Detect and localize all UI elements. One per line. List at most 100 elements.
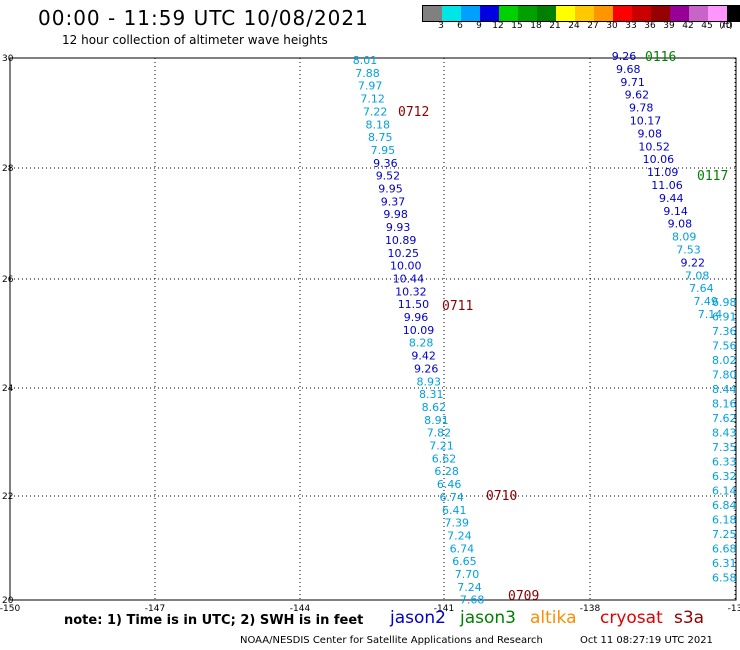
wave-height-value: 7.56 — [712, 340, 737, 353]
wave-height-value: 7.21 — [429, 440, 454, 453]
color-swatch — [575, 6, 594, 21]
wave-height-value: 7.49 — [693, 295, 718, 308]
color-swatch — [537, 6, 556, 21]
wave-height-value: 7.80 — [712, 369, 737, 382]
color-scale-label: 18 — [530, 21, 542, 31]
lon-tick-label: -150 — [0, 604, 20, 614]
color-scale-label: 42 — [682, 21, 694, 31]
wave-height-value: 7.88 — [355, 67, 380, 80]
wave-height-value: 9.98 — [383, 208, 408, 221]
wave-height-value: 9.08 — [668, 218, 693, 231]
wave-height-value: 6.68 — [712, 543, 737, 556]
color-swatch — [461, 6, 480, 21]
wave-height-value: 10.32 — [395, 285, 427, 298]
wave-height-value: 9.36 — [373, 157, 398, 170]
color-swatch — [727, 6, 740, 21]
color-scale-label: 6 — [457, 21, 463, 31]
lat-tick-label: 24 — [2, 384, 14, 394]
wave-height-value: 6.41 — [442, 504, 467, 517]
wave-height-value: 9.62 — [625, 89, 650, 102]
wave-height-value: 10.06 — [643, 153, 675, 166]
wave-height-value: 9.42 — [411, 350, 436, 363]
wave-height-value: 10.17 — [630, 115, 662, 128]
wave-height-value: 7.24 — [457, 581, 482, 594]
wave-height-value: 9.96 — [404, 311, 429, 324]
color-swatch — [708, 6, 727, 21]
color-scale-label: 45 — [701, 21, 713, 31]
color-scale-label: 3 — [438, 21, 444, 31]
wave-height-value: 9.78 — [629, 102, 654, 115]
wave-height-value: 10.44 — [393, 272, 425, 285]
wave-height-value: 8.44 — [712, 383, 737, 396]
wave-height-value: 8.43 — [712, 427, 737, 440]
color-scale-label: 70 — [720, 21, 732, 31]
color-scale-label: 12 — [492, 21, 504, 31]
wave-height-value: 9.08 — [638, 127, 663, 140]
wave-height-value: 8.91 — [424, 414, 449, 427]
wave-height-value: 6.14 — [712, 485, 737, 498]
wave-height-value: 8.16 — [712, 398, 737, 411]
footnote: note: 1) Time is in UTC; 2) SWH is in fe… — [64, 613, 364, 628]
page-title: 00:00 - 11:59 UTC 10/08/2021 — [38, 6, 369, 30]
time-label: 0116 — [645, 50, 676, 65]
wave-height-value: 11.50 — [398, 298, 430, 311]
wave-height-value: 6.18 — [712, 514, 737, 527]
wave-height-value: 7.12 — [360, 93, 385, 106]
wave-height-value: 6.91 — [712, 311, 737, 324]
wave-height-value: 7.39 — [445, 517, 470, 530]
wave-height-value: 6.31 — [712, 557, 737, 570]
lon-tick-label: -141 — [434, 604, 454, 614]
wave-height-value: 8.18 — [366, 118, 391, 131]
lat-tick-label: 28 — [2, 164, 14, 174]
wave-height-value: 9.26 — [414, 362, 439, 375]
color-swatch — [613, 6, 632, 21]
wave-height-value: 7.68 — [460, 594, 485, 607]
wave-height-value: 11.09 — [647, 166, 679, 179]
wave-height-value: 9.26 — [612, 50, 637, 63]
color-scale-label: 24 — [568, 21, 580, 31]
wave-height-value: 6.28 — [434, 465, 459, 478]
wave-height-value: 9.44 — [659, 192, 684, 205]
wave-height-value: 8.62 — [422, 401, 447, 414]
color-swatch — [594, 6, 613, 21]
wave-height-value: 6.74 — [450, 542, 475, 555]
wave-height-value: 6.98 — [712, 296, 737, 309]
wave-height-value: 7.24 — [447, 529, 472, 542]
time-label: 0710 — [486, 489, 517, 504]
color-swatch — [518, 6, 537, 21]
wave-height-value: 7.95 — [371, 144, 396, 157]
legend-item-s3a: s3a — [674, 608, 705, 628]
color-swatch — [480, 6, 499, 21]
lon-tick-label: -13 — [728, 604, 740, 614]
wave-height-value: 11.06 — [651, 179, 683, 192]
wave-height-value: 6.33 — [712, 456, 737, 469]
time-label: 0711 — [442, 299, 473, 314]
wave-height-value: 7.70 — [455, 568, 480, 581]
wave-height-value: 9.14 — [663, 205, 688, 218]
wave-height-value: 6.32 — [712, 470, 737, 483]
wave-height-value: 10.52 — [638, 140, 670, 153]
color-scale-label: 27 — [587, 21, 599, 31]
lon-tick-label: -147 — [145, 604, 165, 614]
wave-height-value: 10.09 — [403, 324, 435, 337]
color-scale-label: 39 — [663, 21, 675, 31]
wave-height-value: 7.25 — [712, 528, 737, 541]
page-subtitle: 12 hour collection of altimeter wave hei… — [62, 33, 328, 47]
color-scale-label: 15 — [511, 21, 523, 31]
color-swatch — [689, 6, 708, 21]
lon-tick-label: -138 — [580, 604, 601, 614]
wave-height-value: 6.65 — [452, 555, 477, 568]
time-label: 0117 — [697, 169, 728, 184]
wave-height-value: 6.62 — [432, 452, 457, 465]
wave-height-value: 9.71 — [620, 76, 645, 89]
color-swatch — [423, 6, 442, 21]
wave-height-value: 7.36 — [712, 325, 737, 338]
wave-height-value: 6.74 — [439, 491, 464, 504]
wave-height-value: 8.02 — [712, 354, 737, 367]
wave-height-value: 8.93 — [417, 375, 442, 388]
wave-height-value: 8.28 — [409, 337, 434, 350]
color-scale-label: 9 — [476, 21, 482, 31]
color-swatch — [556, 6, 575, 21]
wave-height-value: 9.68 — [616, 63, 641, 76]
